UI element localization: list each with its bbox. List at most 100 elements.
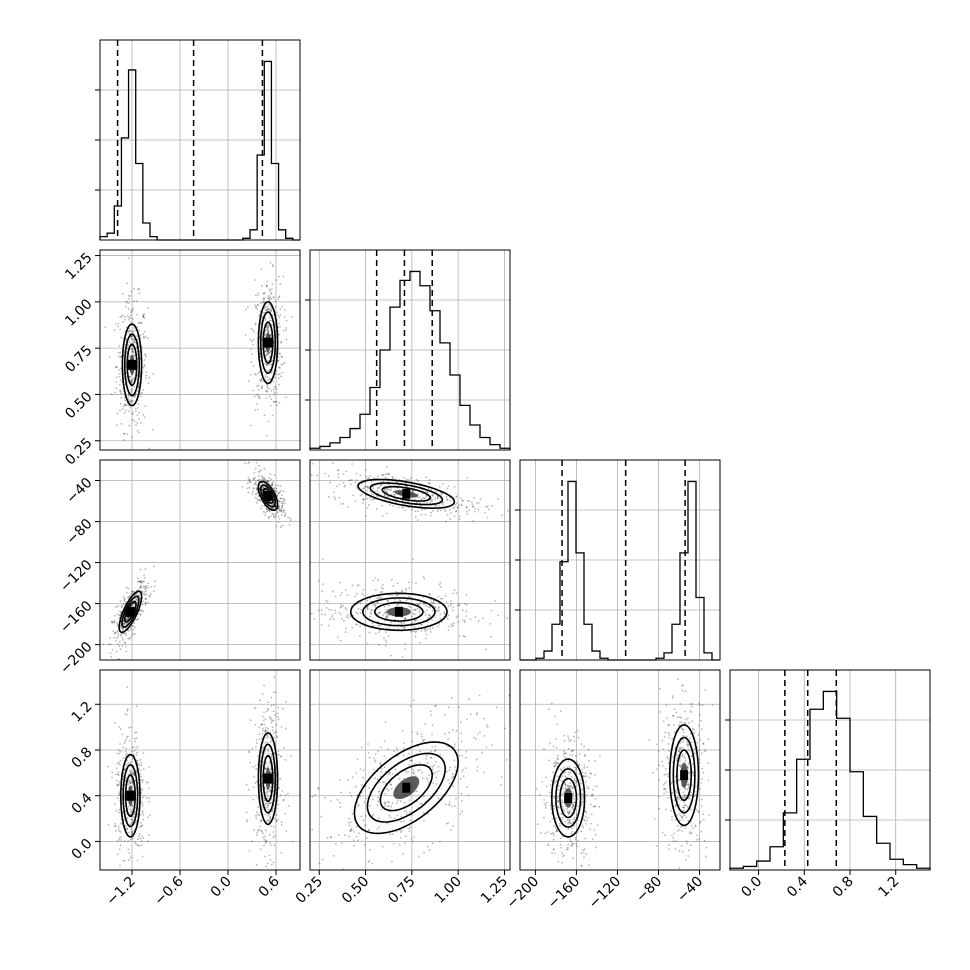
sample-point bbox=[688, 778, 691, 780]
sample-point bbox=[262, 756, 265, 759]
sample-point bbox=[462, 499, 465, 502]
sample-point bbox=[261, 380, 264, 383]
sample-point bbox=[405, 478, 408, 481]
sample-point bbox=[375, 632, 377, 635]
sample-point bbox=[500, 775, 503, 778]
sample-point bbox=[131, 590, 133, 593]
sample-point bbox=[445, 822, 448, 825]
sample-point bbox=[429, 756, 432, 759]
sample-point bbox=[140, 584, 142, 587]
sample-point bbox=[273, 753, 276, 755]
sample-point bbox=[380, 483, 382, 486]
sample-point bbox=[144, 598, 147, 601]
sample-point bbox=[267, 307, 269, 310]
sample-point bbox=[446, 770, 448, 773]
sample-point bbox=[413, 498, 416, 501]
sample-point bbox=[347, 616, 350, 619]
sample-point bbox=[596, 824, 599, 827]
sample-point bbox=[391, 833, 394, 836]
sample-point bbox=[136, 598, 139, 601]
sample-point bbox=[266, 354, 269, 356]
sample-point bbox=[257, 292, 260, 295]
sample-point bbox=[267, 748, 269, 750]
sample-point bbox=[118, 763, 121, 766]
sample-point bbox=[390, 488, 392, 491]
sample-point bbox=[283, 746, 286, 749]
sample-point bbox=[700, 728, 703, 731]
sample-point bbox=[277, 296, 280, 299]
sample-point bbox=[428, 614, 431, 616]
sample-point bbox=[271, 263, 274, 266]
sample-point bbox=[432, 599, 435, 602]
sample-point bbox=[555, 746, 558, 749]
sample-point bbox=[275, 311, 278, 314]
density-peak bbox=[126, 790, 135, 801]
sample-point bbox=[329, 800, 332, 803]
sample-point bbox=[266, 790, 269, 793]
sample-point bbox=[420, 802, 423, 805]
sample-point bbox=[269, 736, 272, 739]
sample-point bbox=[362, 588, 365, 591]
sample-point bbox=[686, 788, 689, 791]
sample-point bbox=[349, 479, 352, 481]
sample-point bbox=[426, 762, 429, 764]
sample-point bbox=[500, 784, 503, 786]
sample-point bbox=[247, 476, 250, 479]
sample-point bbox=[678, 750, 680, 753]
sample-point bbox=[687, 855, 690, 857]
sample-point bbox=[570, 750, 573, 753]
sample-point bbox=[383, 612, 386, 614]
sample-point bbox=[262, 301, 265, 304]
sample-point bbox=[139, 613, 142, 616]
sample-point bbox=[112, 621, 115, 623]
sample-point bbox=[262, 510, 265, 513]
sample-point bbox=[127, 294, 130, 297]
sample-point bbox=[268, 324, 270, 327]
sample-point bbox=[136, 745, 139, 748]
sample-point bbox=[671, 696, 674, 699]
sample-point bbox=[681, 850, 684, 853]
sample-point bbox=[458, 515, 461, 518]
sample-point bbox=[441, 493, 443, 495]
sample-point bbox=[387, 801, 390, 803]
sample-point bbox=[267, 516, 270, 518]
sample-point bbox=[381, 515, 384, 517]
sample-point bbox=[573, 735, 575, 738]
sample-point bbox=[447, 629, 450, 632]
sample-point bbox=[404, 642, 407, 645]
sample-point bbox=[132, 836, 135, 839]
sample-point bbox=[586, 766, 589, 769]
sample-point bbox=[272, 400, 275, 403]
sample-point bbox=[567, 771, 570, 774]
sample-point bbox=[395, 591, 398, 593]
sample-point bbox=[340, 617, 343, 620]
sample-point bbox=[143, 313, 146, 315]
sample-point bbox=[260, 804, 263, 807]
sample-point bbox=[139, 334, 142, 337]
sample-point bbox=[370, 612, 372, 615]
sample-point bbox=[269, 351, 272, 354]
sample-point bbox=[270, 718, 273, 720]
sample-point bbox=[118, 345, 121, 347]
sample-point bbox=[413, 699, 415, 702]
sample-point bbox=[260, 378, 263, 381]
sample-point bbox=[553, 808, 555, 810]
contour-level-0 bbox=[257, 732, 279, 826]
sample-point bbox=[262, 832, 264, 835]
sample-point bbox=[473, 496, 476, 499]
sample-point bbox=[563, 752, 566, 755]
sample-point bbox=[279, 352, 282, 355]
sample-point bbox=[281, 507, 284, 509]
density-peak bbox=[680, 770, 689, 781]
sample-point bbox=[506, 509, 509, 512]
sample-point bbox=[388, 771, 391, 774]
density-peak bbox=[128, 359, 136, 370]
sample-point bbox=[667, 762, 670, 765]
sample-point bbox=[564, 783, 567, 786]
sample-point bbox=[261, 808, 264, 811]
sample-point bbox=[591, 795, 593, 798]
sample-point bbox=[254, 294, 257, 297]
sample-point bbox=[425, 495, 428, 498]
sample-point bbox=[267, 360, 269, 362]
sample-point bbox=[405, 810, 408, 813]
